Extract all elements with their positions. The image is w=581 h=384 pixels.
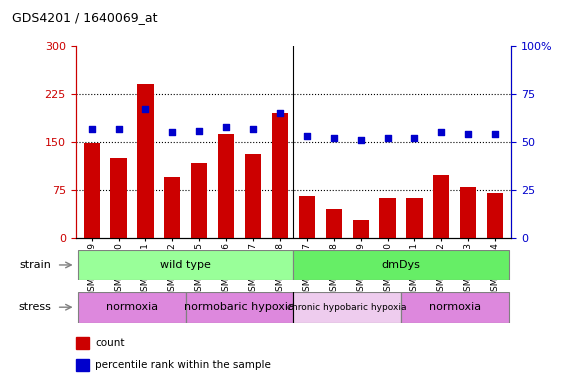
Text: dmDys: dmDys xyxy=(382,260,421,270)
Point xyxy=(410,135,419,141)
Bar xyxy=(460,187,476,238)
Point xyxy=(275,110,285,116)
Bar xyxy=(76,359,89,371)
Point xyxy=(141,106,150,113)
Point xyxy=(249,126,258,132)
Bar xyxy=(487,193,503,238)
Point xyxy=(464,131,473,137)
Point xyxy=(302,133,311,139)
Text: chronic hypobaric hypoxia: chronic hypobaric hypoxia xyxy=(288,303,407,312)
Point xyxy=(114,126,123,132)
Bar xyxy=(137,84,153,238)
Bar xyxy=(245,154,261,238)
Point xyxy=(168,129,177,136)
Bar xyxy=(406,199,422,238)
Bar xyxy=(164,177,181,238)
Point xyxy=(329,135,338,141)
Bar xyxy=(401,292,508,323)
Text: count: count xyxy=(95,338,125,348)
Text: percentile rank within the sample: percentile rank within the sample xyxy=(95,360,271,370)
Bar xyxy=(299,197,315,238)
Text: normobaric hypoxia: normobaric hypoxia xyxy=(184,302,295,312)
Bar xyxy=(84,143,100,238)
Point xyxy=(437,129,446,136)
Bar xyxy=(186,292,293,323)
Bar xyxy=(110,158,127,238)
Point xyxy=(221,124,231,130)
Bar xyxy=(326,209,342,238)
Text: wild type: wild type xyxy=(160,260,211,270)
Text: stress: stress xyxy=(19,302,51,312)
Point xyxy=(490,131,500,137)
Bar xyxy=(78,250,293,280)
Point xyxy=(87,126,96,132)
Text: normoxia: normoxia xyxy=(429,302,481,312)
Point xyxy=(356,137,365,143)
Bar xyxy=(78,292,186,323)
Point xyxy=(383,135,392,141)
Bar xyxy=(218,134,234,238)
Bar xyxy=(293,292,401,323)
Text: GDS4201 / 1640069_at: GDS4201 / 1640069_at xyxy=(12,12,157,25)
Bar xyxy=(433,175,450,238)
Bar xyxy=(293,250,508,280)
Text: normoxia: normoxia xyxy=(106,302,158,312)
Bar xyxy=(379,199,396,238)
Text: strain: strain xyxy=(19,260,51,270)
Point xyxy=(195,127,204,134)
Bar xyxy=(353,220,369,238)
Bar xyxy=(191,162,207,238)
Bar xyxy=(272,113,288,238)
Bar xyxy=(76,337,89,349)
